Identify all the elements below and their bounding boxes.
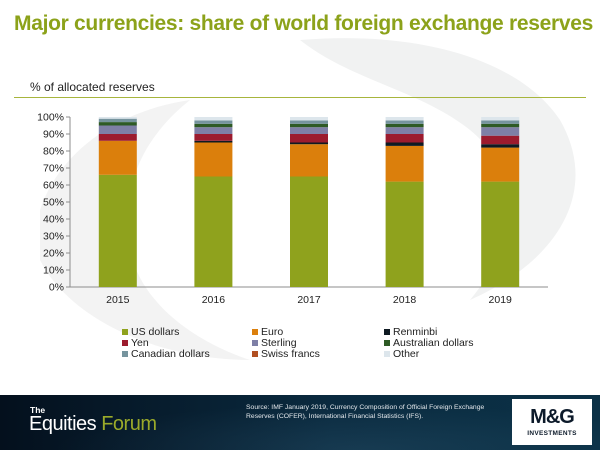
- chart-subtitle: % of allocated reserves: [30, 80, 155, 94]
- y-tick-label: 50%: [43, 197, 64, 209]
- bar-segment: [481, 144, 520, 148]
- bar-segment: [290, 123, 328, 128]
- brand-main: Equities: [29, 413, 102, 435]
- bar-segment: [290, 127, 328, 134]
- legend-swatch: [384, 351, 390, 357]
- legend-swatch: [122, 340, 128, 346]
- x-tick-label: 2015: [106, 294, 130, 306]
- legend-item: Other: [384, 348, 419, 360]
- footer-band: [0, 395, 600, 450]
- legend-item: Sterling: [252, 337, 297, 349]
- legend-label: Canadian dollars: [131, 348, 210, 360]
- brand-wordmark: Equities Forum: [29, 413, 157, 436]
- legend-label: Sterling: [261, 337, 297, 349]
- footer-glow: [0, 395, 600, 450]
- legend-label: Australian dollars: [393, 337, 474, 349]
- y-tick-label: 10%: [43, 265, 64, 277]
- bar-segment: [385, 145, 424, 182]
- bar-segment: [98, 117, 137, 119]
- stacked-bar-chart: 0% 10% 20% 30% 40% 50% 60% 70% 80% 90% 100% 2015 201…: [37, 112, 548, 306]
- x-tick-label: 2016: [202, 294, 226, 306]
- bar-segment: [194, 140, 233, 143]
- legend-swatch: [252, 329, 258, 335]
- legend-label: Swiss francs: [261, 348, 320, 360]
- bar-segment: [98, 122, 137, 126]
- y-tick-label: 90%: [43, 129, 64, 141]
- legend-item: US dollars: [122, 326, 179, 338]
- bar-segment: [194, 127, 233, 134]
- legend-swatch: [252, 351, 258, 357]
- legend-item: Canadian dollars: [122, 348, 210, 360]
- logo-subtitle: INVESTMENTS: [527, 430, 577, 437]
- bar-segment: [290, 142, 328, 145]
- y-tick-label: 80%: [43, 146, 64, 158]
- brand-prefix: The: [30, 405, 46, 415]
- bar-segment: [290, 120, 328, 124]
- bar-segment: [194, 123, 233, 128]
- y-tick-label: 60%: [43, 180, 64, 192]
- bar-segment: [481, 123, 520, 128]
- bar-segment: [194, 142, 233, 177]
- y-tick-label: 0%: [49, 282, 64, 294]
- legend-item: Euro: [252, 326, 283, 338]
- legend-item: Australian dollars: [384, 337, 474, 349]
- legend-swatch: [122, 329, 128, 335]
- legend-swatch: [384, 329, 390, 335]
- bar-segment: [481, 135, 520, 145]
- bar-segment: [290, 134, 328, 143]
- legend-swatch: [384, 340, 390, 346]
- bar-segment: [385, 123, 424, 128]
- bar-segment: [481, 181, 520, 287]
- brand-forum: Forum: [101, 413, 157, 435]
- x-tick-label: 2018: [393, 294, 417, 306]
- legend-label: Other: [393, 348, 420, 360]
- y-tick-label: 70%: [43, 163, 64, 175]
- logo-wordmark: M&G: [530, 406, 575, 428]
- bar-segment: [98, 174, 137, 287]
- bar-segment: [98, 125, 137, 134]
- legend-label: Renminbi: [393, 326, 438, 338]
- bar-segment: [98, 140, 137, 175]
- y-tick-label: 40%: [43, 214, 64, 226]
- legend-item: Swiss francs: [252, 348, 320, 360]
- bar-segment: [194, 120, 233, 124]
- bar-segment: [194, 134, 233, 141]
- bar-segment: [98, 118, 137, 123]
- bar-segment: [290, 117, 328, 121]
- bar-segment: [194, 176, 233, 287]
- bar-segment: [385, 142, 424, 146]
- bar-segment: [290, 176, 328, 287]
- legend-swatch: [252, 340, 258, 346]
- legend-label: Yen: [131, 337, 149, 349]
- bar-segment: [481, 117, 520, 121]
- source-note: Source: IMF January 2019, Currency Compo…: [246, 404, 485, 420]
- bar-segment: [481, 127, 520, 136]
- y-tick-label: 30%: [43, 231, 64, 243]
- bar-segment: [385, 134, 424, 143]
- page-title: Major currencies: share of world foreign…: [14, 12, 593, 35]
- mg-logo: M&G INVESTMENTS: [512, 399, 592, 445]
- x-tick-label: 2019: [489, 294, 513, 306]
- bar-segment: [481, 147, 520, 182]
- bar-segment: [385, 120, 424, 124]
- x-tick-label: 2017: [297, 294, 321, 306]
- bar-segment: [290, 144, 328, 177]
- bar-segment: [481, 120, 520, 124]
- bar-segment: [98, 134, 137, 141]
- bar-segment: [194, 117, 233, 121]
- y-tick-label: 100%: [37, 112, 64, 124]
- legend-swatch: [122, 351, 128, 357]
- subtitle-divider: [14, 97, 586, 98]
- bar-segment: [385, 127, 424, 134]
- bar-segment: [385, 181, 424, 287]
- legend-label: US dollars: [131, 326, 180, 338]
- y-tick-label: 20%: [43, 248, 64, 260]
- legend-item: Yen: [122, 337, 149, 349]
- bar-segment: [385, 117, 424, 121]
- legend-label: Euro: [261, 326, 284, 338]
- legend-item: Renminbi: [384, 326, 437, 338]
